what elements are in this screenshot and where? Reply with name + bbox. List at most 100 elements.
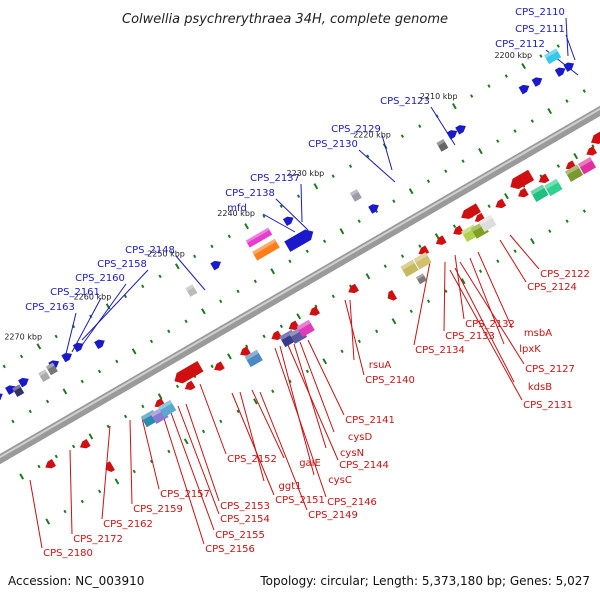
callout-line bbox=[307, 339, 345, 416]
reverse-gene-arrow bbox=[174, 360, 204, 384]
gene-box bbox=[413, 252, 432, 270]
reverse-gene-arrow bbox=[288, 320, 300, 330]
tick-mark bbox=[357, 339, 361, 344]
tick-mark bbox=[470, 94, 474, 98]
gene-box bbox=[436, 139, 449, 152]
reverse-gene-arrow bbox=[538, 173, 550, 184]
tick-mark bbox=[504, 74, 508, 78]
reverse-gene-label: CPS_2149 bbox=[308, 510, 358, 521]
callout-line bbox=[565, 34, 576, 61]
kbp-label: 2210 kbp bbox=[420, 92, 458, 101]
forward-gene-arrow bbox=[94, 339, 105, 350]
reverse-gene-arrow bbox=[309, 306, 321, 316]
tick-mark bbox=[539, 54, 543, 58]
tick-mark bbox=[400, 134, 405, 138]
callout-line bbox=[358, 149, 396, 183]
tick-mark bbox=[11, 419, 15, 424]
callout-line bbox=[274, 347, 327, 498]
callout-line bbox=[454, 267, 515, 383]
kbp-label: 2240 kbp bbox=[217, 209, 255, 218]
callout-line bbox=[299, 341, 335, 433]
genome-backbone bbox=[0, 105, 600, 465]
reverse-gene-label: CPS_2156 bbox=[205, 544, 255, 555]
label-callouts bbox=[29, 17, 579, 549]
forward-gene-arrow bbox=[446, 130, 458, 140]
tick-mark bbox=[123, 414, 128, 419]
tick-marks bbox=[2, 44, 595, 525]
tick-mark bbox=[392, 199, 396, 203]
tick-mark bbox=[322, 358, 328, 365]
gene-box bbox=[38, 369, 51, 382]
tick-mark bbox=[157, 393, 163, 400]
callout-line bbox=[287, 344, 339, 461]
tick-mark bbox=[452, 224, 457, 228]
tick-mark bbox=[71, 444, 76, 449]
tick-mark bbox=[279, 204, 283, 209]
tick-mark bbox=[296, 194, 301, 199]
accession-text: Accession: NC_003910 bbox=[8, 574, 144, 588]
forward-gene-label: CPS_2129 bbox=[331, 124, 381, 135]
tick-mark bbox=[418, 244, 422, 249]
tick-mark bbox=[45, 399, 50, 404]
forward-gene-label: CPS_2148 bbox=[125, 245, 175, 256]
forward-gene-arrow bbox=[554, 67, 566, 77]
gene-features bbox=[0, 48, 600, 472]
reverse-gene-arrow bbox=[214, 361, 225, 371]
tick-mark bbox=[88, 433, 94, 440]
tick-mark bbox=[452, 103, 457, 110]
tick-mark bbox=[183, 438, 189, 445]
tick-mark bbox=[487, 204, 491, 208]
gene-box bbox=[564, 164, 584, 182]
reverse-gene-arrow bbox=[495, 198, 507, 209]
tick-mark bbox=[201, 429, 206, 434]
tick-mark bbox=[408, 188, 414, 195]
forward-gene-arrow bbox=[455, 125, 466, 135]
tick-mark bbox=[253, 279, 257, 284]
reverse-gene-label: CPS_2151 bbox=[275, 495, 325, 506]
tick-mark bbox=[548, 229, 552, 233]
forward-gene-arrow bbox=[518, 84, 530, 95]
callout-line bbox=[185, 403, 220, 502]
reverse-gene-label: CPS_2134 bbox=[415, 345, 465, 356]
forward-gene-label: CPS_2110 bbox=[515, 7, 565, 18]
gene-box bbox=[185, 284, 198, 297]
forward-gene-label: CPS_2137 bbox=[250, 173, 300, 184]
tick-mark bbox=[331, 294, 335, 299]
callout-line bbox=[141, 417, 160, 490]
tick-mark bbox=[434, 233, 440, 240]
tick-mark bbox=[28, 409, 32, 414]
reverse-gene-label: ggt1 bbox=[279, 481, 302, 492]
reverse-gene-label: CPS_2154 bbox=[220, 514, 270, 525]
reverse-gene-arrow bbox=[518, 187, 529, 198]
reverse-gene-arrow bbox=[586, 146, 598, 156]
forward-gene-arrow bbox=[0, 392, 3, 403]
reverse-gene-arrow bbox=[435, 235, 447, 245]
callout-line bbox=[413, 261, 431, 346]
reverse-gene-arrow bbox=[79, 438, 91, 449]
reverse-gene-label: CPS_2180 bbox=[43, 548, 93, 559]
reverse-gene-label: CPS_2141 bbox=[345, 415, 395, 426]
reverse-gene-label: kdsB bbox=[528, 382, 552, 393]
tick-mark bbox=[547, 107, 553, 115]
callout-line bbox=[349, 299, 355, 361]
forward-gene-label: CPS_2111 bbox=[515, 24, 565, 35]
reverse-gene-label: lpxK bbox=[519, 344, 541, 355]
tick-mark bbox=[582, 89, 586, 93]
tick-mark bbox=[63, 509, 67, 514]
tick-mark bbox=[339, 228, 345, 235]
reverse-gene-label: cysD bbox=[348, 432, 373, 443]
tick-mark bbox=[582, 209, 587, 213]
reverse-gene-label: cysN bbox=[340, 448, 364, 459]
tick-mark bbox=[167, 329, 171, 334]
gene-labels: CPS_2110 CPS_2111 CPS_2112 CPS_2123 CPS_2129… bbox=[25, 7, 590, 559]
tick-mark bbox=[98, 489, 102, 494]
callout-line bbox=[259, 391, 308, 511]
callout-line bbox=[449, 269, 523, 401]
reverse-gene-arrow bbox=[184, 380, 196, 391]
tick-mark bbox=[357, 219, 361, 224]
tick-mark bbox=[36, 343, 42, 350]
forward-gene-arrow bbox=[563, 62, 575, 72]
callout-line bbox=[477, 251, 513, 329]
reverse-gene-label: msbA bbox=[524, 328, 552, 339]
tick-mark bbox=[530, 119, 534, 123]
